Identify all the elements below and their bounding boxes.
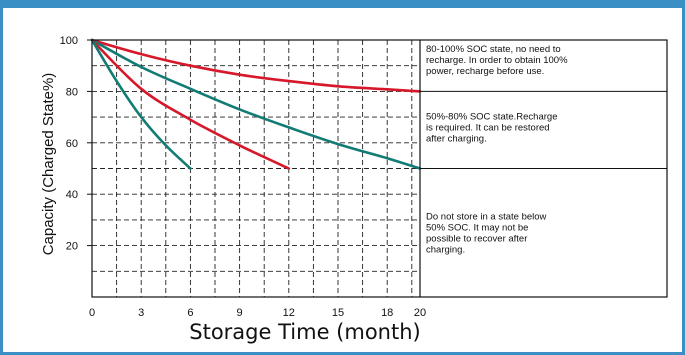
grid-layer: [92, 40, 420, 297]
annotation-line: Do not store in a state below: [426, 212, 547, 223]
annotation-line: charging.: [426, 245, 465, 256]
annotation-line: possible to recover after: [426, 234, 527, 245]
x-tick-label: 15: [332, 307, 344, 319]
annotation-line: is required. It can be restored: [426, 122, 550, 133]
y-tick-label: 100: [60, 35, 78, 47]
axis-layer: 20 40 60 80 100 0 3 6 9 12 15 18 20: [60, 35, 668, 319]
annotation-line: recharge. In order to obtain 100%: [426, 55, 568, 66]
x-tick-label: 18: [381, 307, 393, 319]
annotation-zone-low: Do not store in a state below 50% SOC. It…: [426, 212, 547, 256]
x-tick-label: 0: [89, 307, 95, 319]
y-tick-label: 80: [66, 86, 78, 98]
annotation-zone-mid: 50%-80% SOC state.Recharge is required. I…: [426, 111, 557, 144]
series-line-red-3: [90, 38, 291, 170]
y-tick-label: 40: [66, 189, 78, 201]
annotation-line: power, recharge before use.: [426, 66, 544, 77]
x-tick-label: 3: [138, 307, 144, 319]
y-axis-title: Capacity (Charged State%): [40, 73, 57, 256]
series-layer: [90, 38, 422, 170]
series-line-teal-2: [90, 38, 422, 170]
annotation-zone-high: 80-100% SOC state, no need to recharge. I…: [426, 44, 568, 77]
x-axis-title: Storage Time (month): [189, 320, 420, 344]
annotation-layer: 80-100% SOC state, no need to recharge. I…: [426, 44, 568, 256]
annotation-line: after charging.: [426, 133, 487, 144]
series-line-red-1: [90, 38, 422, 93]
annotation-line: 50%-80% SOC state.Recharge: [426, 111, 557, 122]
x-tick-label: 12: [283, 307, 295, 319]
y-tick-label: 20: [66, 241, 78, 253]
y-tick-label: 60: [66, 138, 78, 150]
x-tick-label: 6: [187, 307, 193, 319]
series-line-teal-4: [90, 38, 192, 170]
x-tick-label: 20: [414, 307, 426, 319]
annotation-line: 50% SOC. It may not be: [426, 223, 528, 234]
x-tick-label: 9: [237, 307, 243, 319]
annotation-line: 80-100% SOC state, no need to: [426, 44, 561, 55]
